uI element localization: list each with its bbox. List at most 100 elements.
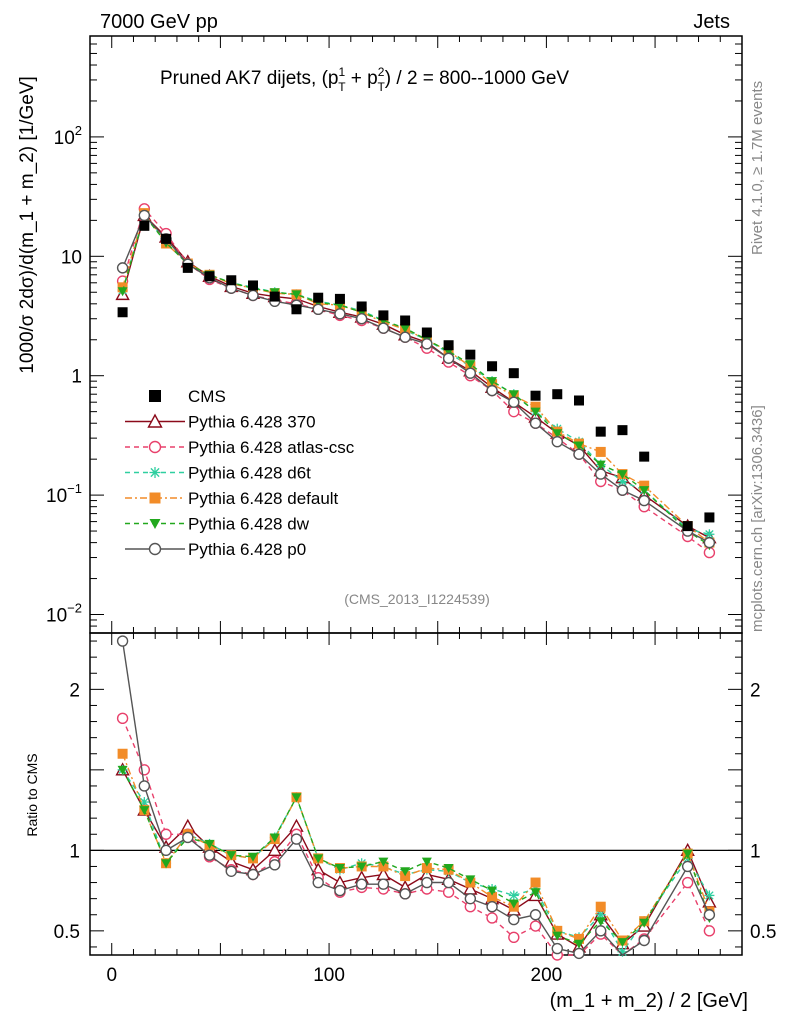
ratio-point-0 [267,842,282,857]
ratio-tick-label-right: 0.5 [750,922,776,943]
data-point [530,390,541,401]
series-point-1 [508,405,520,418]
y-tick-label: 10−2 [46,601,82,627]
legend-marker-0 [147,413,163,428]
ratio-point-4 [508,899,519,909]
title-sub2: T [377,80,385,94]
series-point-5 [334,308,346,320]
ratio-tick-label-right: 1 [750,841,761,862]
ratio-point-4 [639,918,650,928]
ratio-point-4 [487,886,498,896]
data-point [248,280,258,291]
data-point [552,389,563,400]
ratio-point-5 [247,868,259,881]
ratio-point-5 [442,876,455,889]
ratio-point-5 [334,884,346,897]
ratio-frame [89,632,743,956]
series-point-5 [247,289,259,302]
ratio-y-axis-label: Ratio to CMS [24,753,40,836]
series-point-5 [508,396,520,408]
series-point-4 [291,290,302,300]
ratio-point-5 [703,909,716,921]
ratio-point-5 [355,878,368,890]
ratio-point-5 [160,844,172,857]
title-sup2: 2 [378,65,385,79]
ratio-point-5 [269,859,281,871]
legend-label-4: Pythia 6.428 dw [188,515,310,534]
ratio-point-4 [443,864,454,874]
series-point-5 [551,436,563,448]
series-point-4 [552,429,563,439]
ratio-point-5 [399,888,411,900]
legend-label-0: Pythia 6.428 370 [188,413,316,432]
main-panel: 10−2 10−1 1 10 102 [46,35,743,634]
series-point-3 [639,480,650,491]
series-point-4 [574,441,584,451]
y-tick-label: 1 [71,367,82,388]
legend-label-cms: CMS [188,387,226,406]
legend-marker-cms [149,390,161,402]
series-point-5 [138,209,151,222]
ratio-point-4 [465,875,476,885]
legend: CMS Pythia 6.428 370 Pythia 6.428 atlas-cs… [125,387,355,559]
data-point [117,307,128,318]
series-point-5 [703,536,716,549]
energy-label: 7000 GeV pp [100,11,218,33]
series-point-5 [312,303,324,315]
y-tick-label: 102 [54,123,82,149]
ratio-point-4 [334,864,345,874]
ratio-point-3 [421,863,432,874]
series-point-5 [573,448,585,460]
ratio-point-3 [117,748,128,759]
series-line-1 [121,207,710,554]
legend-marker-3 [149,492,161,504]
ratio-point-4 [552,931,563,941]
legend-label-2: Pythia 6.428 d6t [188,464,311,483]
ratio-point-4 [226,851,237,861]
data-point [356,301,367,312]
ratio-point-4 [117,765,128,775]
x-tick-label: 0 [106,965,117,986]
ratio-point-4 [313,854,324,864]
ratio-point-5 [681,860,694,873]
y-tick-label: 10−1 [46,481,82,507]
series-line-3 [121,211,710,544]
ratio-point-4 [139,806,150,816]
series-point-4 [617,470,628,480]
ratio-point-5 [138,780,151,792]
ratio-point-4 [530,888,541,898]
data-point [291,304,302,315]
ratio-point-1 [529,920,542,932]
main-data-layer [115,203,717,559]
title-sup1: 1 [339,65,346,79]
series-point-5 [421,338,433,350]
ratio-point-5 [595,925,607,937]
ratio-point-4 [421,857,432,867]
ratio-point-5 [421,876,433,889]
series-point-4 [117,287,128,297]
ratio-point-1 [681,876,694,889]
legend-marker-5 [148,542,162,556]
data-point [465,349,476,360]
series-point-4 [465,360,476,370]
ratio-point-5 [638,934,650,947]
ratio-point-4 [291,793,302,803]
plot-title: Pruned AK7 dijets, (p1 T + p2 T) / 2 = 800… [160,65,569,94]
ratio-point-4 [617,938,628,948]
data-point [639,451,650,462]
series-point-4 [400,324,411,334]
data-point [378,310,389,321]
series-point-5 [638,494,650,507]
star-stroke [705,891,714,900]
legend-marker-4 [149,519,161,529]
legend-label-3: Pythia 6.428 default [188,489,339,508]
legend-marker-1 [148,440,162,454]
data-point [400,315,411,326]
series-point-5 [529,417,542,429]
ratio-point-2 [508,890,519,901]
ratio-line-5 [121,640,711,956]
legend-marker-2 [149,467,161,478]
ratio-point-1 [508,931,520,943]
legend-label-1: Pythia 6.428 atlas-csc [188,438,355,457]
ratio-point-4 [400,867,411,877]
